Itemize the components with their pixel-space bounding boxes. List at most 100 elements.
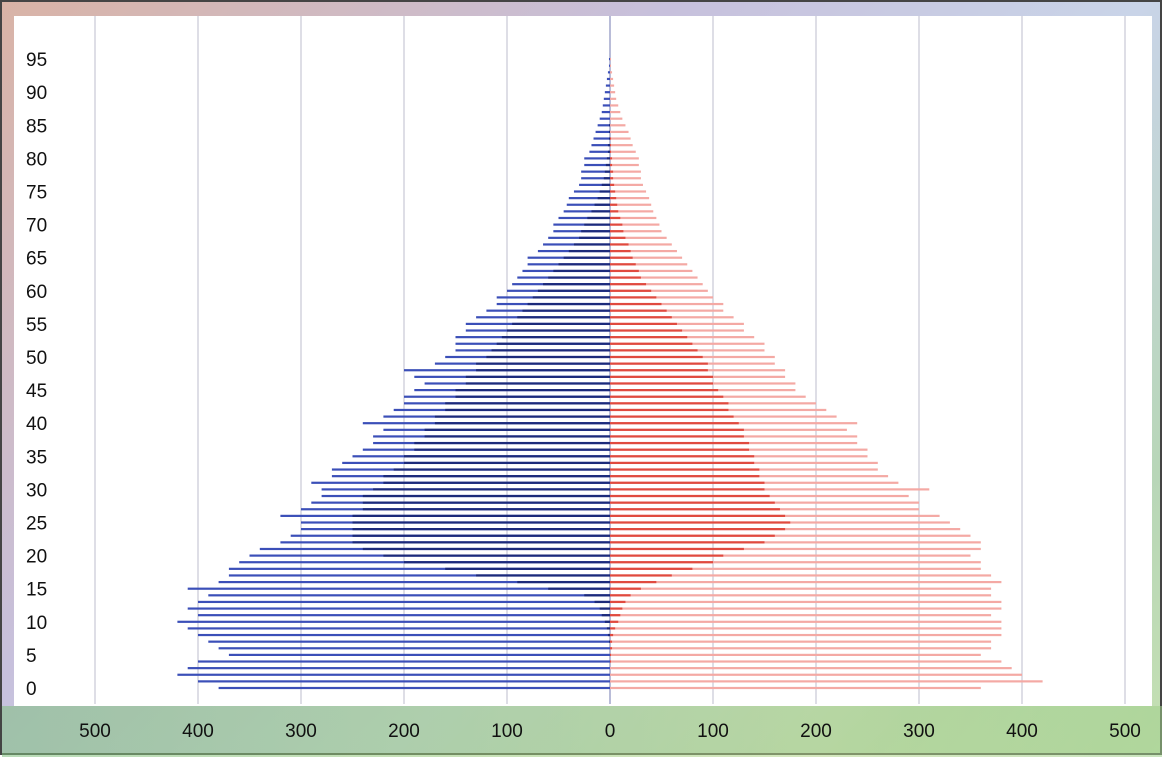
- bar-s1-age-37: [414, 441, 610, 445]
- bar-s3-age-20: [610, 554, 724, 557]
- y-tick-label-5: 5: [26, 646, 37, 667]
- x-tick-labels: 500 400 300 200 100 0 100 200 300 400 500: [79, 721, 1141, 742]
- bar-s2-age-3: [610, 667, 1012, 670]
- bar-s3-age-19: [610, 561, 713, 564]
- bar-s3-age-15: [610, 587, 641, 590]
- bar-s2-age-65: [610, 256, 683, 259]
- y-tick-label-10: 10: [26, 613, 47, 634]
- bar-s1-age-10: [604, 620, 610, 623]
- bar-s2-age-85: [610, 124, 626, 127]
- bar-s3-age-30: [610, 488, 765, 491]
- bar-s0-age-7: [208, 640, 611, 643]
- bar-s0-age-79: [584, 163, 610, 167]
- bar-s1-age-61: [543, 283, 610, 286]
- bar-s0-age-84: [595, 130, 610, 134]
- bar-s2-age-10: [610, 620, 1002, 623]
- bar-s3-age-18: [610, 567, 693, 570]
- bar-s2-age-62: [610, 276, 698, 279]
- bar-s1-age-46: [465, 382, 610, 385]
- bar-s2-age-90: [610, 91, 616, 94]
- bar-s0-age-0: [218, 686, 610, 690]
- bar-s3-age-9: [610, 627, 616, 630]
- y-tick-label-30: 30: [26, 480, 47, 501]
- bar-s3-age-41: [610, 415, 734, 418]
- y-tick-labels: 0 5 10 15 20 25 30 35 40 45 50 55 60 65 70 75 80 85 90 95: [26, 50, 47, 700]
- bar-s1-age-71: [587, 216, 610, 220]
- bar-s1-age-39: [424, 428, 610, 431]
- bar-s1-age-84: [608, 130, 610, 134]
- bar-s3-age-35: [610, 455, 755, 458]
- bar-s3-age-64: [610, 263, 636, 266]
- bar-s3-age-72: [610, 210, 619, 213]
- bar-s0-age-93: [607, 71, 610, 74]
- bar-s3-age-24: [610, 528, 786, 531]
- bar-s2-age-78: [610, 170, 641, 173]
- bar-s0-age-81: [589, 150, 610, 153]
- bar-s1-age-60: [537, 289, 610, 292]
- bar-s3-age-17: [610, 574, 672, 577]
- x-tick-label-8: 300: [903, 721, 935, 742]
- bar-s3-age-28: [610, 501, 775, 504]
- bar-s1-age-62: [548, 276, 610, 279]
- bar-s2-age-23: [610, 534, 971, 537]
- bar-s1-age-9: [606, 627, 610, 630]
- bar-s0-age-9: [187, 627, 610, 630]
- bar-s1-age-28: [362, 501, 610, 504]
- bar-s1-age-16: [517, 580, 610, 584]
- bar-s2-age-91: [610, 84, 615, 87]
- bar-s1-age-30: [373, 488, 610, 491]
- bar-s3-age-73: [610, 203, 618, 206]
- bar-s3-age-38: [610, 435, 744, 438]
- bar-s0-age-14: [208, 594, 611, 597]
- bar-s2-age-93: [610, 71, 613, 74]
- bar-s0-age-90: [604, 91, 610, 94]
- x-tick-label-9: 400: [1006, 721, 1038, 742]
- bar-s1-age-51: [491, 349, 610, 352]
- bar-s0-age-85: [597, 124, 610, 127]
- bar-s2-age-77: [610, 177, 641, 180]
- bar-s1-age-65: [563, 256, 610, 259]
- bar-s1-age-17: [476, 574, 610, 577]
- bar-s3-age-69: [610, 230, 624, 233]
- bar-s1-age-66: [568, 249, 610, 253]
- bar-s1-age-80: [606, 157, 610, 160]
- bar-s2-age-82: [610, 144, 633, 147]
- bar-s1-age-34: [404, 461, 610, 465]
- y-tick-label-60: 60: [26, 282, 47, 303]
- bar-s1-age-49: [476, 362, 610, 365]
- bar-s3-age-34: [610, 461, 755, 465]
- bar-s1-age-47: [465, 375, 610, 378]
- bar-s2-age-64: [610, 263, 688, 266]
- bar-s3-age-5: [610, 653, 612, 656]
- bar-s2-age-80: [610, 157, 639, 160]
- y-tick-label-80: 80: [26, 149, 47, 170]
- bar-s1-age-67: [573, 243, 610, 246]
- bar-s0-age-74: [568, 197, 610, 200]
- y-tick-label-40: 40: [26, 414, 47, 435]
- bar-s0-age-3: [187, 667, 610, 670]
- bar-s0-age-70: [553, 223, 610, 226]
- bar-s2-age-89: [610, 97, 617, 100]
- bar-s2-age-84: [610, 130, 629, 134]
- bar-s3-age-39: [610, 428, 744, 431]
- bar-s1-age-32: [383, 475, 610, 478]
- bar-s0-age-78: [581, 170, 610, 173]
- bar-s2-age-4: [610, 660, 1002, 663]
- bar-s1-age-48: [476, 369, 610, 372]
- bar-s0-age-18: [228, 567, 610, 570]
- y-tick-label-15: 15: [26, 580, 47, 601]
- bar-s2-age-83: [610, 137, 631, 140]
- bar-s2-age-16: [610, 580, 1002, 584]
- x-tick-label-4: 100: [491, 721, 523, 742]
- bar-s0-age-8: [198, 633, 610, 637]
- bar-s1-age-27: [362, 508, 610, 511]
- bar-s0-age-82: [591, 144, 610, 147]
- bar-s0-age-1: [198, 680, 610, 683]
- bar-s0-age-95: [608, 58, 610, 61]
- bar-s3-age-83: [610, 137, 612, 140]
- bar-s3-age-22: [610, 541, 765, 544]
- bar-s1-age-64: [558, 263, 610, 266]
- bar-s0-age-15: [187, 587, 610, 590]
- y-tick-label-20: 20: [26, 547, 47, 568]
- bar-s0-age-80: [584, 157, 610, 160]
